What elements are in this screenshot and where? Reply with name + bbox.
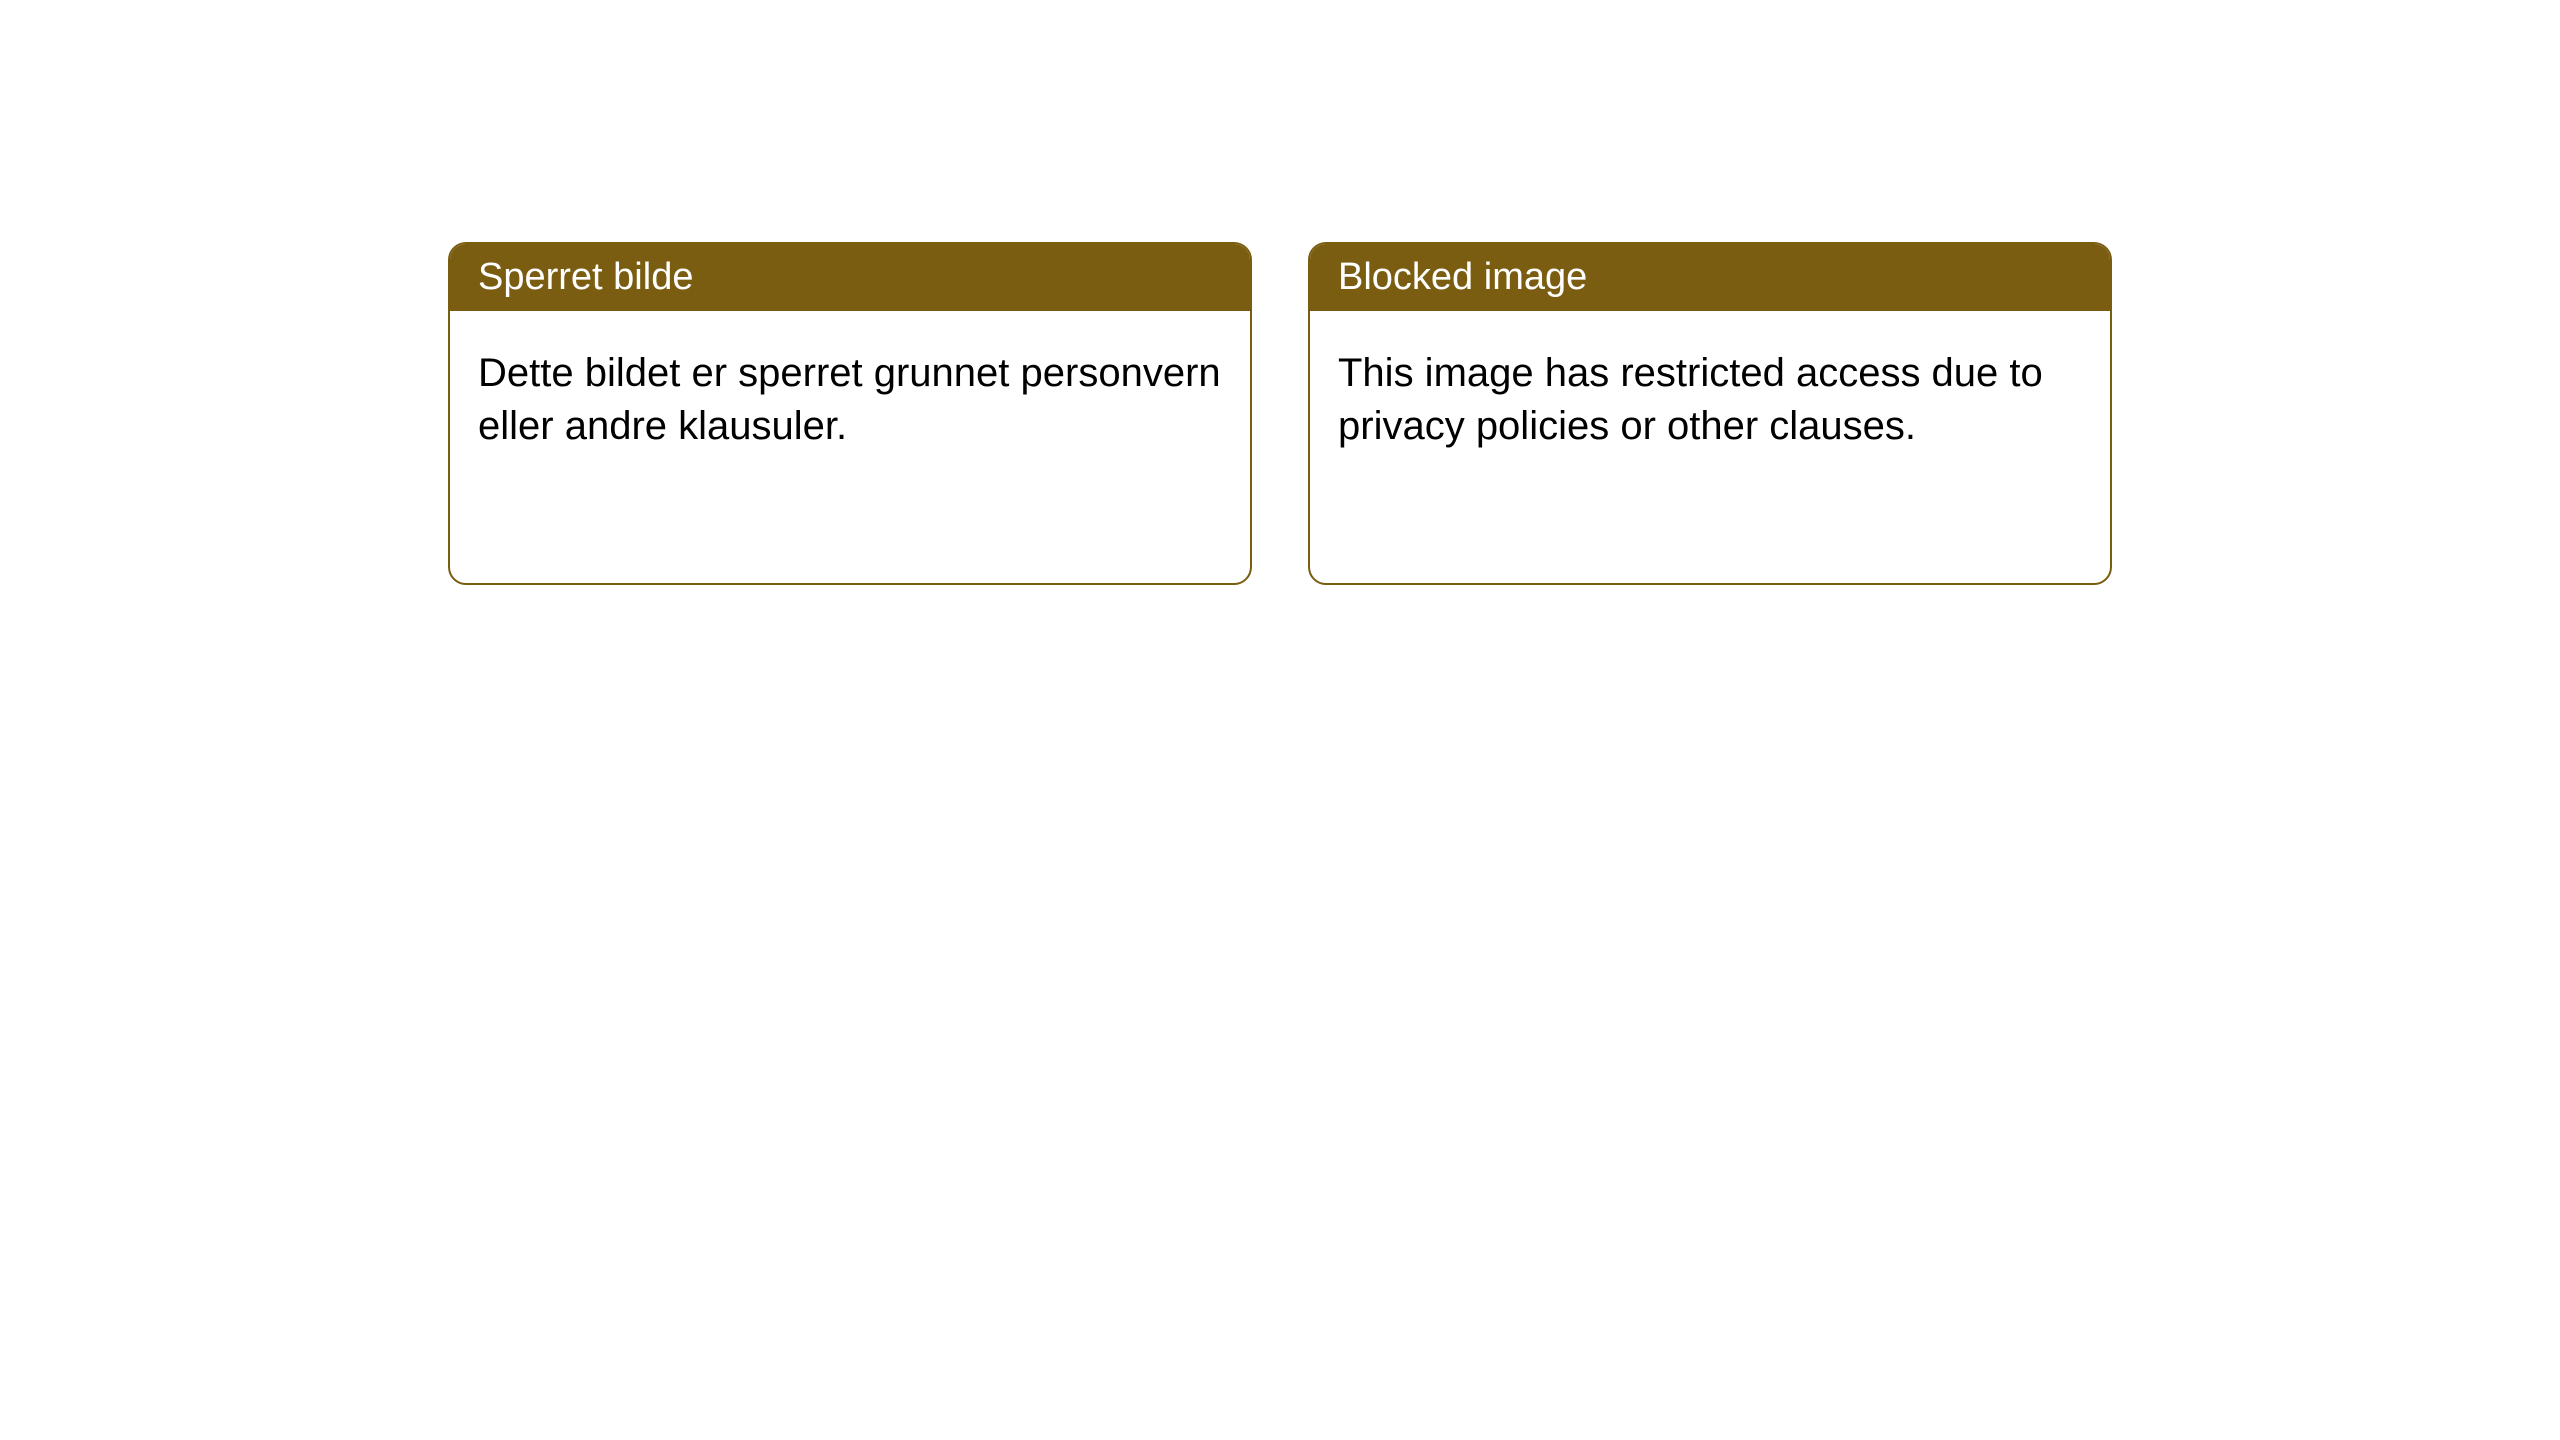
card-body: Dette bildet er sperret grunnet personve… (450, 311, 1250, 583)
card-body-text: Dette bildet er sperret grunnet personve… (478, 351, 1221, 448)
card-title: Blocked image (1338, 256, 1587, 298)
card-header: Sperret bilde (450, 244, 1250, 311)
notice-card-english: Blocked image This image has restricted … (1308, 242, 2112, 585)
card-header: Blocked image (1310, 244, 2110, 311)
card-body: This image has restricted access due to … (1310, 311, 2110, 583)
notice-card-norwegian: Sperret bilde Dette bildet er sperret gr… (448, 242, 1252, 585)
card-body-text: This image has restricted access due to … (1338, 351, 2043, 448)
notice-cards-container: Sperret bilde Dette bildet er sperret gr… (0, 0, 2560, 585)
card-title: Sperret bilde (478, 256, 693, 298)
